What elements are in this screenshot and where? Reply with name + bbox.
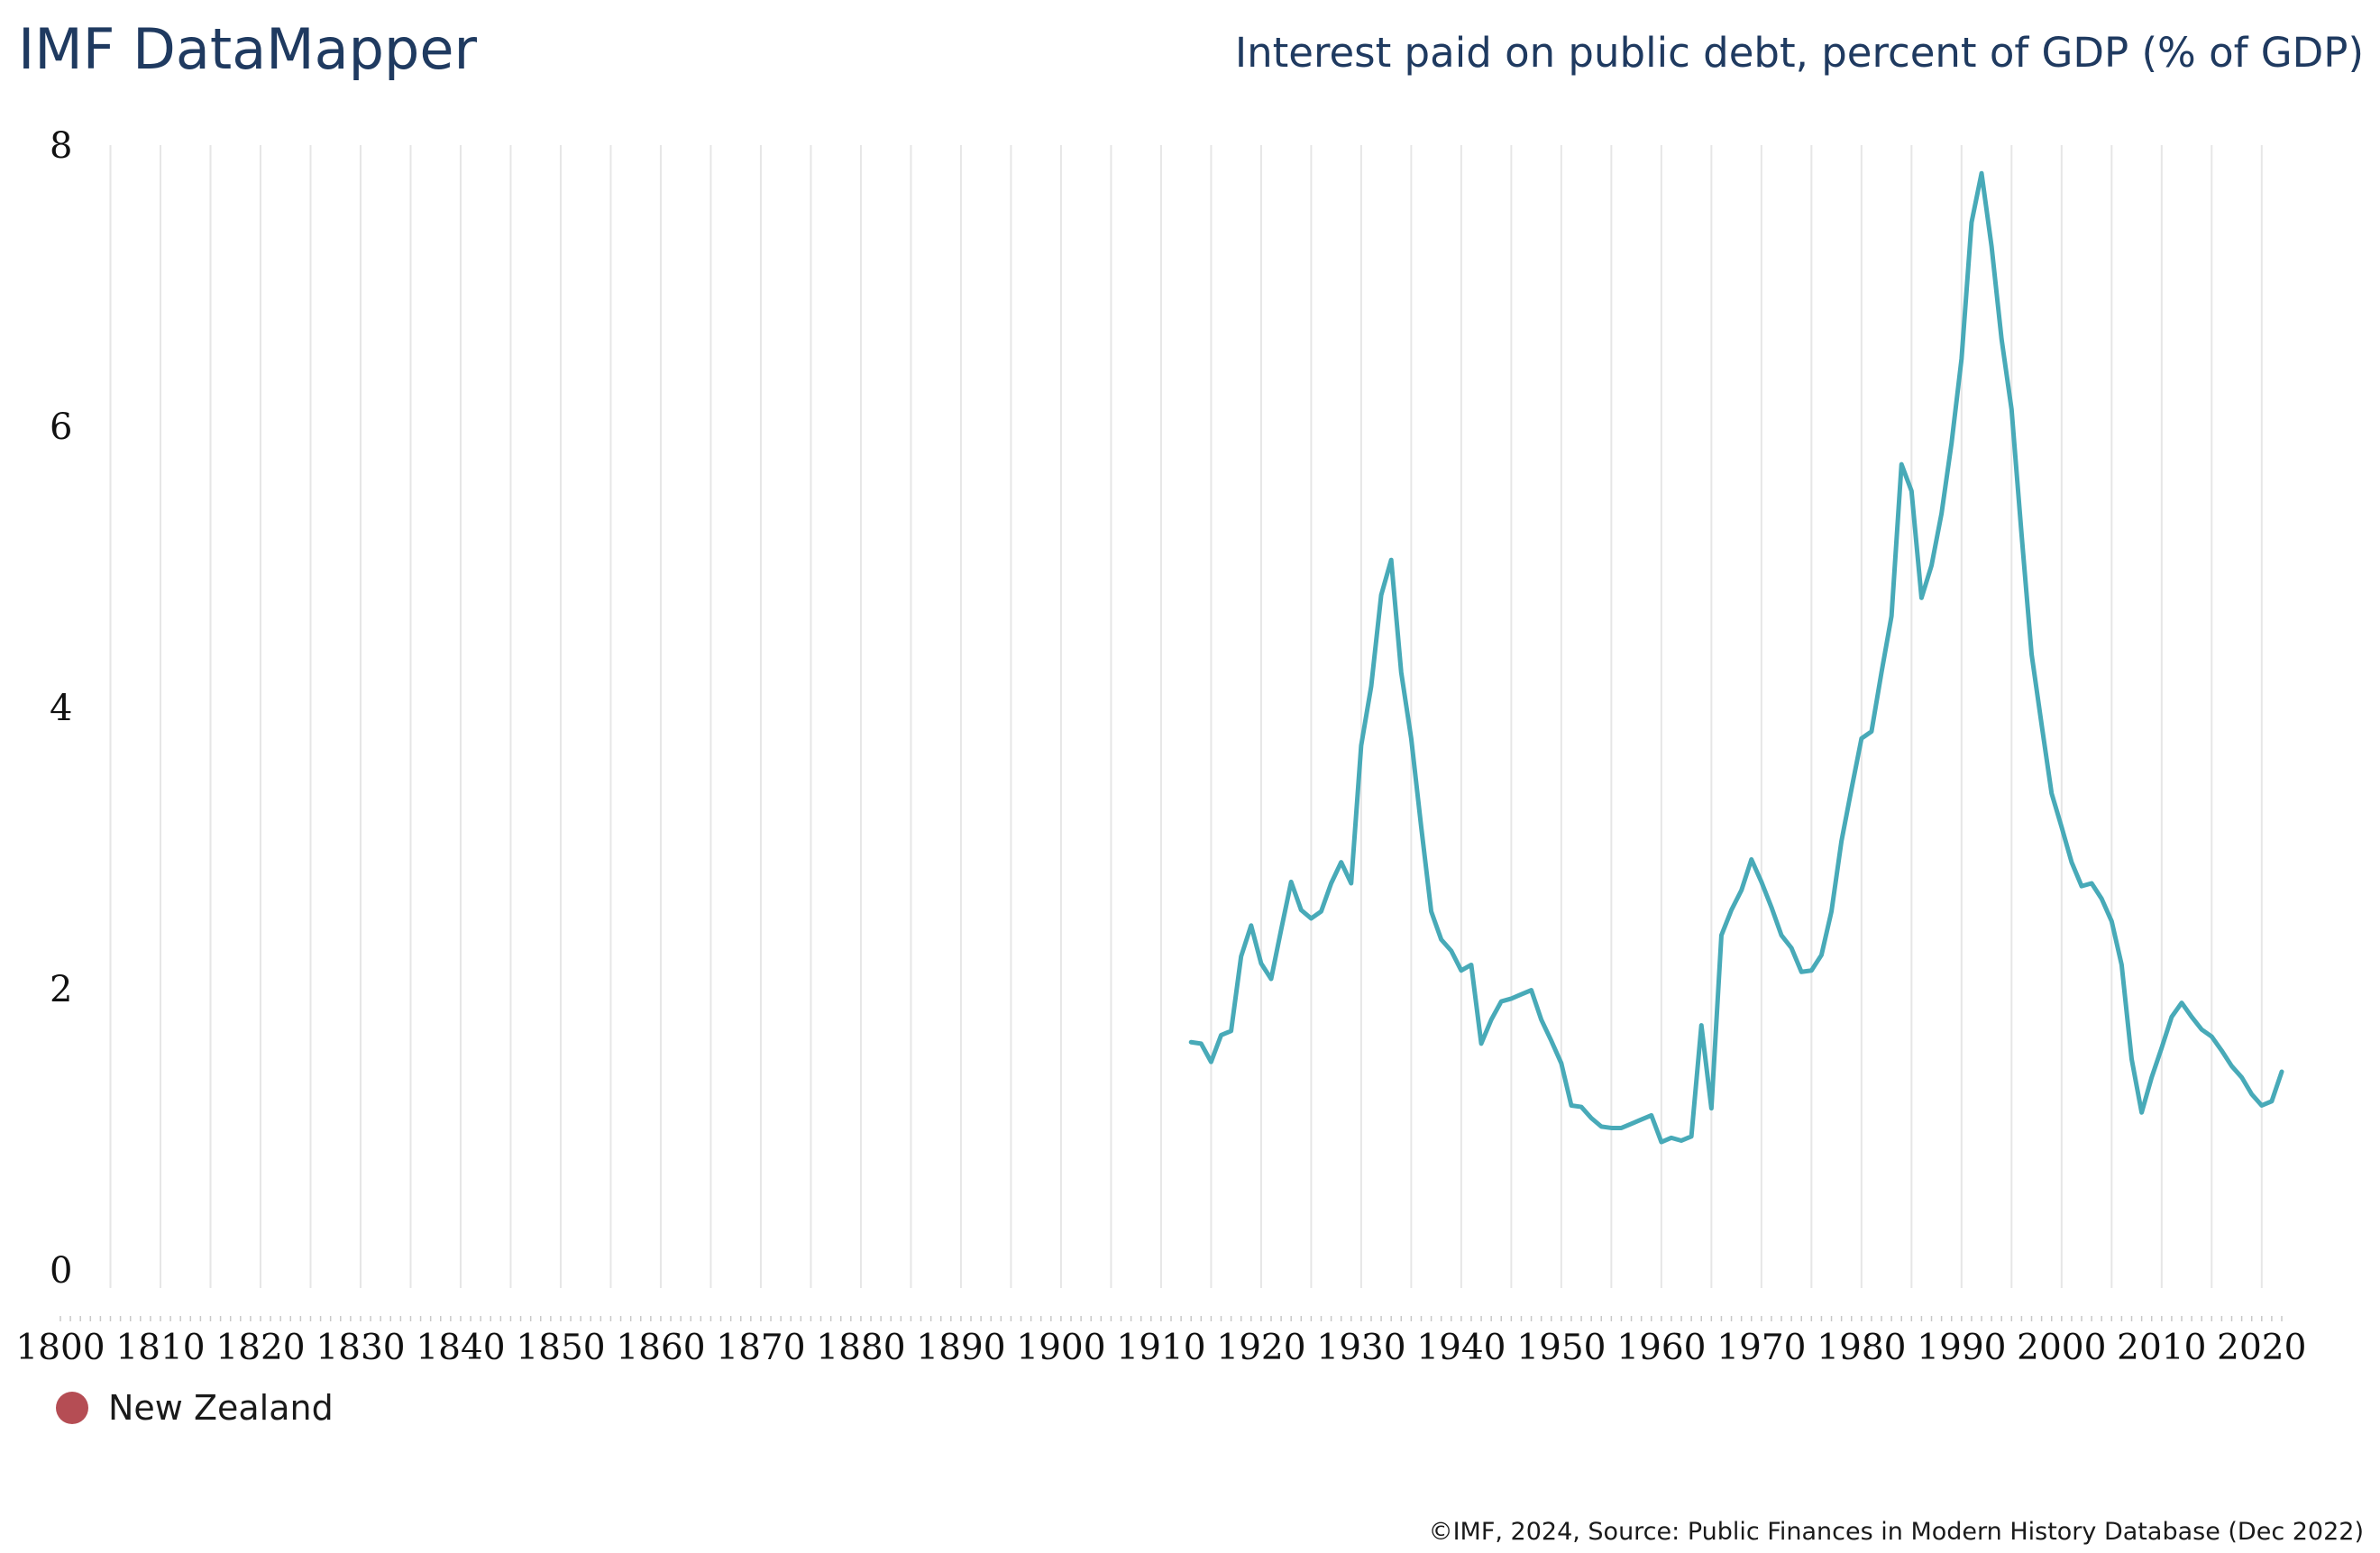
x-tick-label-2000: 2000: [2017, 1328, 2106, 1368]
y-tick-label-4: 4: [50, 688, 72, 729]
x-tick-label-1950: 1950: [1516, 1328, 1606, 1368]
x-tick-label-1830: 1830: [316, 1328, 405, 1368]
axis-layer: 0 2 4 6 8 1800 1810 1820 1830 1840 1850 1860 1870 188…: [15, 125, 2306, 1368]
brand-title: IMF DataMapper: [18, 16, 478, 82]
x-tick-label-1820: 1820: [215, 1328, 305, 1368]
series-line-new-zealand: [1188, 170, 2284, 1145]
x-tick-label-1940: 1940: [1416, 1328, 1506, 1368]
x-tick-label-1960: 1960: [1616, 1328, 1706, 1368]
x-tick-label-1920: 1920: [1216, 1328, 1305, 1368]
y-tick-label-6: 6: [50, 407, 72, 448]
x-tick-label-1860: 1860: [616, 1328, 705, 1368]
y-tick-label-2: 2: [50, 969, 72, 1010]
x-tick-label-2010: 2010: [2117, 1328, 2206, 1368]
x-tick-label-1930: 1930: [1316, 1328, 1405, 1368]
x-tick-label-1850: 1850: [516, 1328, 605, 1368]
source-footer: ©IMF, 2024, Source: Public Finances in M…: [1428, 1518, 2364, 1546]
legend: New Zealand: [56, 1388, 334, 1428]
series-layer: [1188, 170, 2284, 1145]
x-tick-label-1980: 1980: [1817, 1328, 1906, 1368]
x-tick-label-1880: 1880: [816, 1328, 905, 1368]
grid-layer: [109, 145, 2263, 1288]
x-tick-label-1810: 1810: [115, 1328, 205, 1368]
x-tick-label-1870: 1870: [716, 1328, 805, 1368]
x-tick-label-1800: 1800: [15, 1328, 105, 1368]
x-tick-label-2020: 2020: [2217, 1328, 2306, 1368]
legend-label-new-zealand: New Zealand: [108, 1388, 334, 1428]
y-tick-label-0: 0: [50, 1250, 72, 1292]
x-tick-label-1900: 1900: [1016, 1328, 1105, 1368]
y-tick-label-8: 8: [50, 125, 72, 167]
x-tick-label-1970: 1970: [1716, 1328, 1806, 1368]
x-tick-label-1890: 1890: [916, 1328, 1005, 1368]
chart-title: Interest paid on public debt, percent of…: [1234, 29, 2364, 77]
x-tick-label-1910: 1910: [1116, 1328, 1205, 1368]
x-tick-label-1840: 1840: [416, 1328, 505, 1368]
legend-dot-icon: [56, 1392, 88, 1424]
x-tick-label-1990: 1990: [1917, 1328, 2006, 1368]
